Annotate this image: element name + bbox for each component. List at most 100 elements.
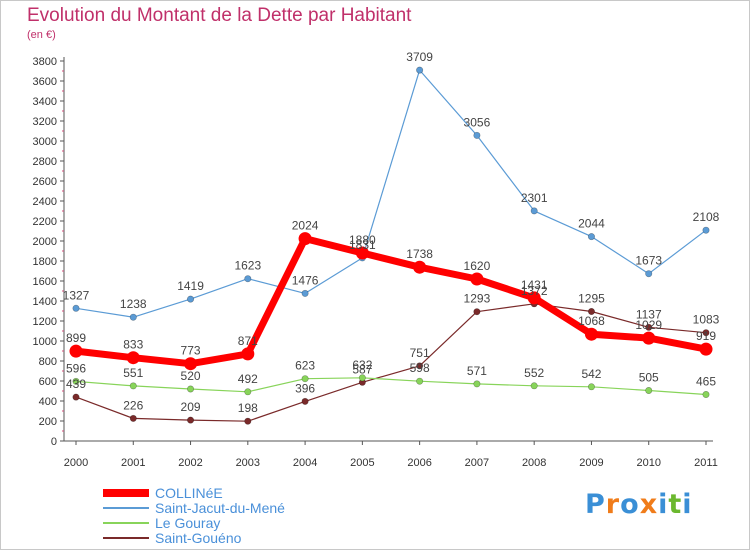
x-tick-label: 2003 <box>236 457 260 469</box>
data-label: 2044 <box>578 217 605 231</box>
data-point <box>187 295 195 303</box>
data-label: 1419 <box>177 279 204 293</box>
logo-letter: o <box>620 489 640 520</box>
data-label: 1673 <box>635 254 662 268</box>
data-point <box>473 131 481 139</box>
x-tick-label: 2009 <box>579 457 603 469</box>
proxiti-logo: Proxiti <box>585 489 693 520</box>
y-tick-label: 1600 <box>33 276 57 288</box>
x-tick-label: 2002 <box>178 457 202 469</box>
y-tick-label: 1400 <box>33 296 57 308</box>
data-label: 505 <box>639 371 659 385</box>
data-label: 1295 <box>578 292 605 306</box>
data-point <box>530 207 538 215</box>
data-label: 1029 <box>635 318 662 332</box>
data-point <box>187 416 195 424</box>
x-tick-label: 2010 <box>636 457 660 469</box>
data-label: 2301 <box>521 191 548 205</box>
data-point <box>298 232 312 246</box>
data-label: 1620 <box>464 259 491 273</box>
data-point <box>702 329 710 337</box>
x-tick-label: 2011 <box>694 457 718 469</box>
data-label: 871 <box>238 334 258 348</box>
x-tick-label: 2004 <box>293 457 317 469</box>
data-label: 1083 <box>693 313 720 327</box>
data-point <box>72 393 80 401</box>
series-line <box>75 303 707 422</box>
data-label: 439 <box>66 377 86 391</box>
series-lines <box>72 69 710 422</box>
y-tick-label: 3000 <box>33 136 57 148</box>
data-label: 465 <box>696 375 716 389</box>
y-tick-label: 2400 <box>33 196 57 208</box>
data-label: 919 <box>696 329 716 343</box>
data-label: 1476 <box>292 273 319 287</box>
data-point <box>645 270 653 278</box>
data-point <box>416 66 424 74</box>
data-point <box>587 307 595 315</box>
data-label: 1137 <box>636 307 662 321</box>
x-tick-label: 2000 <box>64 457 88 469</box>
y-tick-label: 1800 <box>33 256 57 268</box>
x-tick-label: 2007 <box>465 457 489 469</box>
data-label: 587 <box>352 362 372 376</box>
logo-letter: x <box>639 489 659 520</box>
data-point <box>69 344 83 358</box>
data-labels: 899 833 773 871 2024 1880 1738 1620 1431 1068 1029… <box>63 50 720 415</box>
data-point <box>187 385 195 393</box>
data-label: 1372 <box>521 284 548 298</box>
data-label: 2108 <box>693 210 720 224</box>
logo-letter: i <box>658 489 669 520</box>
chart-axes: 0 200 400 600 800 1000 1200 1400 1600 1800 2000 220… <box>33 56 718 469</box>
data-point <box>642 331 656 345</box>
series-points <box>69 66 713 425</box>
data-point <box>470 272 484 286</box>
data-label: 1880 <box>349 233 376 247</box>
data-label: 2024 <box>292 219 319 233</box>
series-line <box>75 377 707 396</box>
data-point <box>355 246 369 260</box>
data-point <box>702 390 710 398</box>
data-point <box>358 374 366 382</box>
y-tick-label: 2200 <box>33 216 57 228</box>
x-tick-label: 2006 <box>407 457 431 469</box>
y-tick-label: 1200 <box>33 316 57 328</box>
data-label: 1623 <box>234 259 261 273</box>
data-label: 773 <box>181 344 201 358</box>
data-label: 571 <box>467 364 487 378</box>
y-tick-label: 200 <box>39 416 57 428</box>
data-label: 623 <box>295 359 315 373</box>
data-point <box>584 327 598 341</box>
legend-label: Saint-Jacut-du-Mené <box>155 500 285 516</box>
data-point <box>416 377 424 385</box>
data-label: 226 <box>123 398 143 412</box>
legend-label: COLLINéE <box>155 485 223 501</box>
data-label: 1831 <box>349 238 376 252</box>
y-tick-label: 3400 <box>33 96 57 108</box>
data-point <box>473 380 481 388</box>
y-tick-label: 3600 <box>33 76 57 88</box>
y-tick-label: 0 <box>51 436 57 448</box>
data-label: 833 <box>123 338 143 352</box>
data-point <box>530 382 538 390</box>
data-label: 552 <box>524 366 544 380</box>
data-point <box>126 351 140 365</box>
data-label: 1431 <box>521 278 548 292</box>
data-point <box>129 382 137 390</box>
data-label: 209 <box>181 400 201 414</box>
legend-label: Le Gouray <box>155 515 220 531</box>
data-label: 542 <box>581 367 601 381</box>
data-point <box>241 347 255 361</box>
data-point <box>301 289 309 297</box>
y-tick-label: 1000 <box>33 336 57 348</box>
data-point <box>645 323 653 331</box>
data-label: 1238 <box>120 297 147 311</box>
data-label: 596 <box>66 361 86 375</box>
data-label: 492 <box>238 372 258 386</box>
data-label: 1327 <box>63 288 90 302</box>
y-tick-label: 600 <box>39 376 57 388</box>
data-label: 1293 <box>464 292 491 306</box>
